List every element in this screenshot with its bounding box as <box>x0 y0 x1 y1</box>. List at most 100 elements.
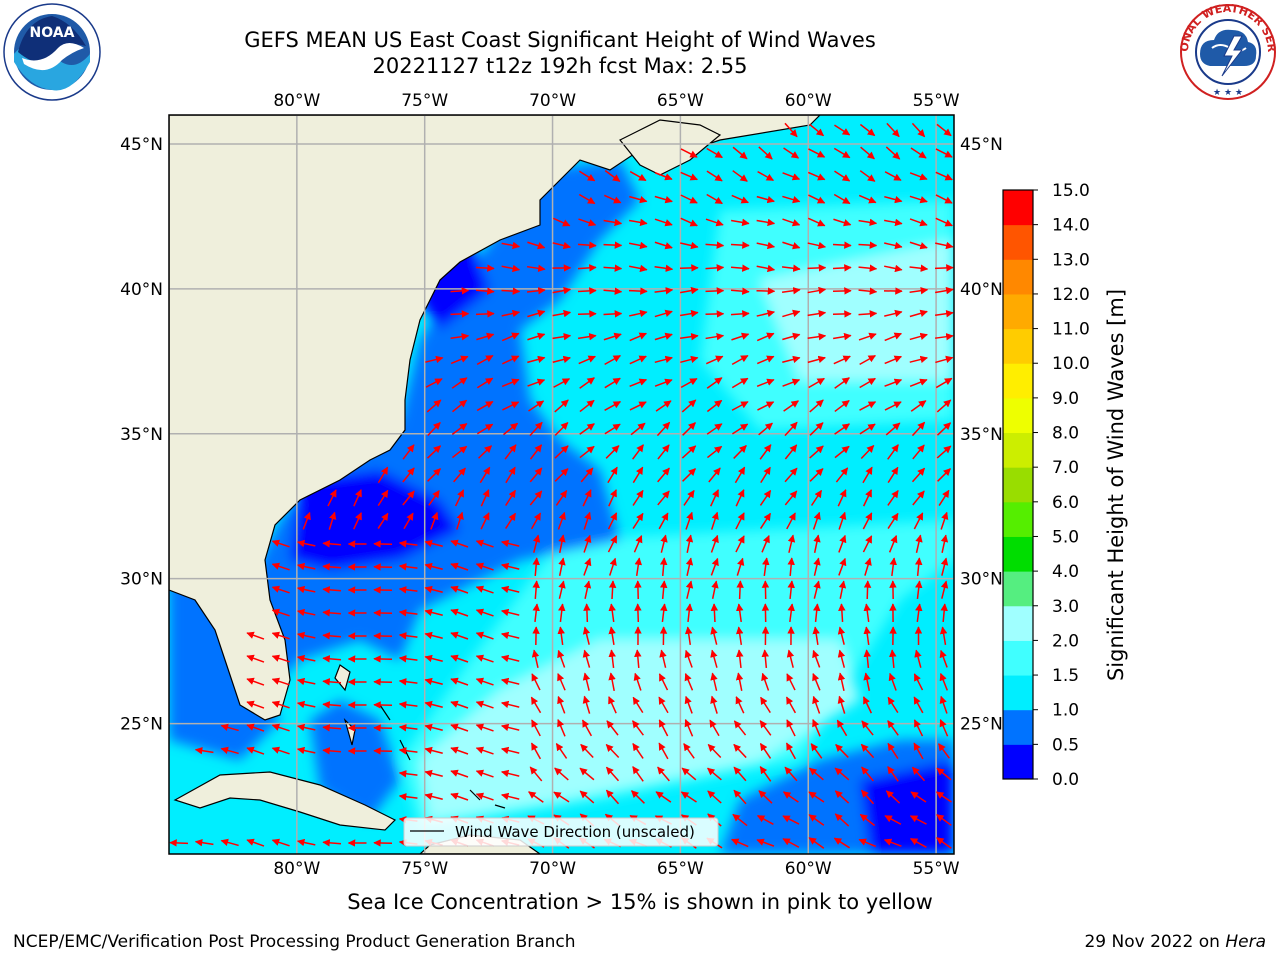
lat-tick-right: 40°N <box>960 280 1003 300</box>
direction-arrow <box>552 286 572 295</box>
colorbar-tick-label: 3.0 <box>1052 597 1079 617</box>
colorbar-tick-label: 14.0 <box>1052 216 1090 236</box>
direction-arrow <box>502 355 520 365</box>
direction-arrow <box>782 332 801 341</box>
direction-arrow <box>782 195 801 204</box>
direction-arrow <box>501 264 521 273</box>
direction-arrow <box>302 511 311 530</box>
direction-arrow <box>579 445 595 459</box>
direction-arrow <box>296 608 316 617</box>
direction-arrow <box>659 557 668 577</box>
direction-arrow <box>835 744 849 758</box>
direction-arrow <box>604 170 621 182</box>
direction-arrow <box>555 489 568 506</box>
direction-arrow <box>456 511 464 530</box>
direction-arrow <box>709 719 720 737</box>
direction-arrow <box>606 720 619 736</box>
direction-arrow <box>935 194 953 204</box>
direction-arrow <box>555 742 568 759</box>
lon-tick-bottom: 80°W <box>273 859 320 879</box>
direction-arrow <box>808 377 825 389</box>
direction-arrow <box>934 332 954 341</box>
direction-arrow <box>735 535 745 553</box>
direction-arrow <box>271 677 290 686</box>
direction-arrow <box>579 377 595 389</box>
direction-arrow <box>328 511 337 530</box>
direction-arrow <box>654 218 673 227</box>
direction-arrow <box>604 423 621 435</box>
direction-arrow <box>629 309 648 318</box>
direction-arrow <box>607 466 618 484</box>
colorbar-label: Significant Height of Wind Waves [m] <box>1104 289 1128 681</box>
direction-arrow <box>502 401 520 411</box>
direction-arrow <box>733 445 747 459</box>
direction-arrow <box>711 580 719 599</box>
colorbar-segment <box>1003 224 1033 260</box>
lon-tick-bottom: 65°W <box>657 859 704 879</box>
direction-arrow <box>937 468 951 482</box>
direction-arrow <box>552 355 571 364</box>
direction-arrow <box>911 421 926 437</box>
direction-arrow <box>808 194 826 204</box>
lon-tick-top: 55°W <box>913 91 960 111</box>
direction-arrow <box>736 557 745 576</box>
direction-arrow <box>631 790 645 804</box>
direction-arrow <box>608 580 617 600</box>
direction-arrow <box>705 264 725 272</box>
direction-arrow <box>888 534 898 553</box>
lat-tick-left: 35°N <box>120 425 163 445</box>
direction-arrow <box>858 838 877 848</box>
direction-arrow <box>629 264 648 273</box>
direction-arrow <box>450 310 470 318</box>
direction-arrow <box>424 723 443 732</box>
direction-arrow <box>936 399 952 413</box>
direction-arrow <box>887 720 899 736</box>
direction-arrow <box>834 423 851 435</box>
noaa-logo-text: NOAA <box>30 25 75 41</box>
direction-arrow <box>501 309 521 318</box>
direction-arrow <box>529 444 543 460</box>
noaa-logo: NOAA <box>3 3 101 101</box>
direction-arrow <box>583 580 592 599</box>
direction-arrow <box>654 195 673 204</box>
colorbar-tick-label: 10.0 <box>1052 354 1090 374</box>
direction-arrow <box>885 790 901 804</box>
direction-arrow <box>861 720 874 736</box>
direction-arrow <box>577 264 597 272</box>
national-weather-service-logo: NATIONAL WEATHER SERVICE ★ ★ ★ <box>1178 2 1278 100</box>
direction-arrow <box>424 608 443 617</box>
lat-tick-right: 25°N <box>960 715 1003 735</box>
direction-arrow <box>858 241 878 249</box>
direction-arrow <box>783 147 800 159</box>
direction-arrow <box>322 678 342 686</box>
direction-arrow <box>527 241 546 250</box>
direction-arrow <box>322 747 342 755</box>
direction-arrow <box>730 287 750 295</box>
direction-arrow <box>914 649 922 668</box>
direction-arrow <box>501 769 520 778</box>
direction-arrow <box>756 264 776 273</box>
direction-arrow <box>787 557 795 577</box>
direction-arrow <box>838 603 846 623</box>
direction-arrow <box>863 672 871 691</box>
map-title: GEFS MEAN US East Coast Significant Heig… <box>244 28 876 52</box>
direction-arrow <box>915 580 923 600</box>
direction-arrow <box>863 603 871 623</box>
direction-arrow <box>731 332 750 341</box>
direction-arrow <box>782 815 800 825</box>
direction-arrow <box>782 838 800 848</box>
direction-arrow <box>756 378 775 387</box>
direction-arrow <box>731 401 749 411</box>
direction-arrow <box>862 535 873 553</box>
direction-arrow <box>296 700 316 709</box>
direction-arrow <box>784 421 798 437</box>
direction-arrow <box>759 766 772 782</box>
direction-arrow <box>862 489 873 507</box>
direction-arrow <box>935 241 954 250</box>
wave-region-gulf <box>169 600 280 760</box>
direction-arrow <box>909 355 928 364</box>
direction-arrow <box>554 422 569 436</box>
direction-arrow <box>707 790 722 804</box>
direction-arrow <box>909 195 928 204</box>
direction-arrow <box>734 466 746 484</box>
